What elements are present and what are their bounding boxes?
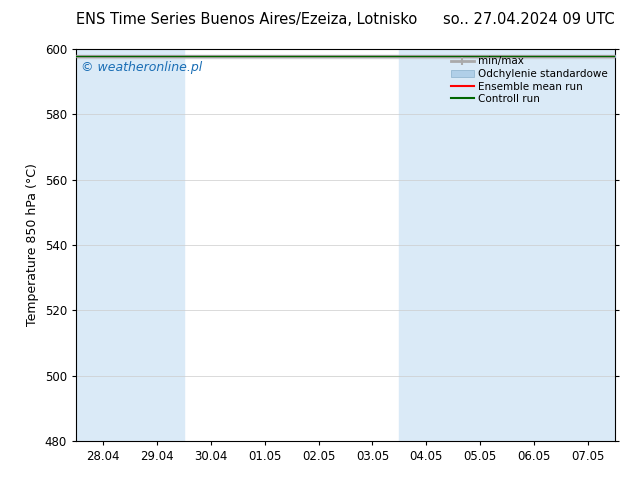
Bar bbox=[507, 49, 561, 441]
Text: so.. 27.04.2024 09 UTC: so.. 27.04.2024 09 UTC bbox=[443, 12, 615, 27]
Text: ENS Time Series Buenos Aires/Ezeiza, Lotnisko: ENS Time Series Buenos Aires/Ezeiza, Lot… bbox=[76, 12, 417, 27]
Bar bbox=[130, 49, 184, 441]
Y-axis label: Temperature 850 hPa (°C): Temperature 850 hPa (°C) bbox=[26, 164, 39, 326]
Bar bbox=[561, 49, 615, 441]
Bar bbox=[76, 49, 130, 441]
Bar bbox=[399, 49, 453, 441]
Legend: min/max, Odchylenie standardowe, Ensemble mean run, Controll run: min/max, Odchylenie standardowe, Ensembl… bbox=[449, 54, 610, 106]
Text: © weatheronline.pl: © weatheronline.pl bbox=[81, 61, 203, 74]
Bar bbox=[453, 49, 507, 441]
